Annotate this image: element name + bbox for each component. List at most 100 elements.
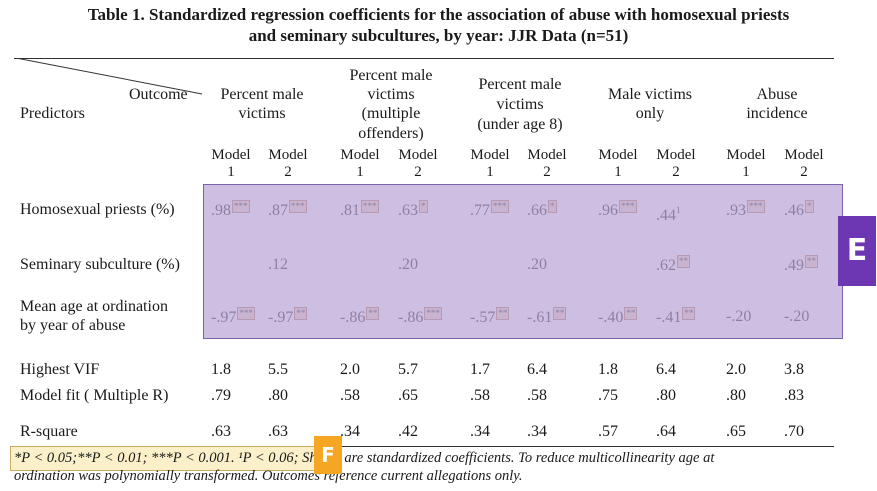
model-header-number: 2 bbox=[672, 164, 680, 180]
coefficient-value: 1.8 bbox=[211, 361, 231, 378]
coefficient-value: .65 bbox=[398, 387, 418, 404]
model-header-word: Model bbox=[268, 147, 308, 163]
coefficient-value: .58 bbox=[527, 387, 547, 404]
annotation-label-e: E bbox=[838, 216, 876, 286]
table-cell: .34 bbox=[470, 422, 490, 442]
outcome-header-line: Percent male bbox=[478, 76, 562, 93]
model-header-number: 1 bbox=[614, 164, 622, 180]
coefficient-value: .34 bbox=[527, 423, 547, 440]
model-header-number: 2 bbox=[543, 164, 551, 180]
model-header: Model 2 bbox=[780, 147, 828, 181]
coefficient-value: .63 bbox=[268, 423, 288, 440]
outcome-header-line: victims bbox=[238, 105, 286, 122]
table-cell: .83 bbox=[784, 386, 804, 406]
table-cell: 1.8 bbox=[598, 360, 618, 380]
model-header-word: Model bbox=[784, 147, 824, 163]
table-cell: .79 bbox=[211, 386, 231, 406]
model-header-word: Model bbox=[211, 147, 251, 163]
model-header-number: 2 bbox=[800, 164, 808, 180]
model-header: Model 2 bbox=[652, 147, 700, 181]
table-title: Table 1. Standardized regression coeffic… bbox=[0, 4, 877, 46]
outcome-header-line: Percent male bbox=[349, 67, 433, 84]
coefficient-value: 2.0 bbox=[726, 361, 746, 378]
coefficient-value: 1.7 bbox=[470, 361, 490, 378]
table-cell: .65 bbox=[726, 422, 746, 442]
table-cell: 2.0 bbox=[340, 360, 360, 380]
coefficient-value: .64 bbox=[656, 423, 676, 440]
outcome-header-line: victims bbox=[496, 96, 544, 113]
table-cell: 5.7 bbox=[398, 360, 418, 380]
outcome-header-line: offenders) bbox=[358, 125, 424, 142]
model-header: Model 2 bbox=[523, 147, 571, 181]
outcome-header-line: only bbox=[635, 105, 665, 122]
outcome-header-line: Abuse bbox=[756, 86, 798, 103]
outcome-header-line: (multiple bbox=[361, 105, 421, 122]
bottom-rule bbox=[14, 446, 834, 447]
model-header: Model 2 bbox=[394, 147, 442, 181]
model-header-word: Model bbox=[656, 147, 696, 163]
model-header-word: Model bbox=[398, 147, 438, 163]
predictor-label: Highest VIF bbox=[20, 361, 100, 378]
table-cell: 5.5 bbox=[268, 360, 288, 380]
table-cell: .64 bbox=[656, 422, 676, 442]
model-header-number: 2 bbox=[414, 164, 422, 180]
outcome-header-line: Percent male bbox=[220, 86, 304, 103]
title-line-2: and seminary subcultures, by year: JJR D… bbox=[248, 26, 629, 45]
table-cell: .80 bbox=[726, 386, 746, 406]
coefficient-value: .80 bbox=[656, 387, 676, 404]
coefficient-value: .70 bbox=[784, 423, 804, 440]
annotation-label-f: F bbox=[314, 436, 342, 474]
model-header-word: Model bbox=[726, 147, 766, 163]
coefficient-value: 6.4 bbox=[656, 361, 676, 378]
coefficient-value: .83 bbox=[784, 387, 804, 404]
table-cell: .80 bbox=[268, 386, 288, 406]
model-header-word: Model bbox=[598, 147, 638, 163]
outcome-header-line: victims bbox=[367, 86, 415, 103]
table-cell: .58 bbox=[527, 386, 547, 406]
model-header-number: 1 bbox=[486, 164, 494, 180]
model-header: Model 1 bbox=[594, 147, 642, 181]
table-cell: .70 bbox=[784, 422, 804, 442]
model-header: Model 1 bbox=[466, 147, 514, 181]
model-header: Model 1 bbox=[336, 147, 384, 181]
table-cell: .65 bbox=[398, 386, 418, 406]
outcome-header-line: Male victims bbox=[608, 86, 692, 103]
predictor-label: Mean age at ordination bbox=[20, 298, 168, 315]
predictor-label: R-square bbox=[20, 423, 78, 440]
predictor-label: Model fit ( Multiple R) bbox=[20, 387, 169, 404]
coefficient-value: .58 bbox=[470, 387, 490, 404]
coefficient-value: .63 bbox=[211, 423, 231, 440]
predictor-label: by year of abuse bbox=[20, 317, 126, 334]
table-cell: .58 bbox=[340, 386, 360, 406]
table-cell: 6.4 bbox=[527, 360, 547, 380]
coefficient-value: .34 bbox=[470, 423, 490, 440]
coefficient-value: 5.7 bbox=[398, 361, 418, 378]
table-cell: .75 bbox=[598, 386, 618, 406]
coefficient-value: 2.0 bbox=[340, 361, 360, 378]
table-cell: 1.8 bbox=[211, 360, 231, 380]
coefficient-value: 5.5 bbox=[268, 361, 288, 378]
top-rule bbox=[14, 58, 834, 59]
coefficient-value: .34 bbox=[340, 423, 360, 440]
footnote-line-2: ordination was polynomially transformed.… bbox=[14, 468, 523, 484]
coefficient-value: .80 bbox=[726, 387, 746, 404]
table-cell: .80 bbox=[656, 386, 676, 406]
model-header-number: 1 bbox=[742, 164, 750, 180]
model-header: Model 1 bbox=[207, 147, 255, 181]
model-header: Model 2 bbox=[264, 147, 312, 181]
footnote-line-1: *P < 0.05;**P < 0.01; ***P < 0.001. ¹P <… bbox=[14, 450, 715, 466]
coefficient-value: .75 bbox=[598, 387, 618, 404]
table-cell: .42 bbox=[398, 422, 418, 442]
table-cell: 6.4 bbox=[656, 360, 676, 380]
coefficient-value: 6.4 bbox=[527, 361, 547, 378]
model-header-word: Model bbox=[527, 147, 567, 163]
predictors-header: Predictors bbox=[20, 105, 85, 122]
table-cell: .57 bbox=[598, 422, 618, 442]
model-header-number: 2 bbox=[284, 164, 292, 180]
model-header: Model 1 bbox=[722, 147, 770, 181]
highlight-region-f bbox=[10, 446, 326, 471]
table-cell: .34 bbox=[340, 422, 360, 442]
table-cell: 1.7 bbox=[470, 360, 490, 380]
table-cell: 2.0 bbox=[726, 360, 746, 380]
model-header-word: Model bbox=[470, 147, 510, 163]
